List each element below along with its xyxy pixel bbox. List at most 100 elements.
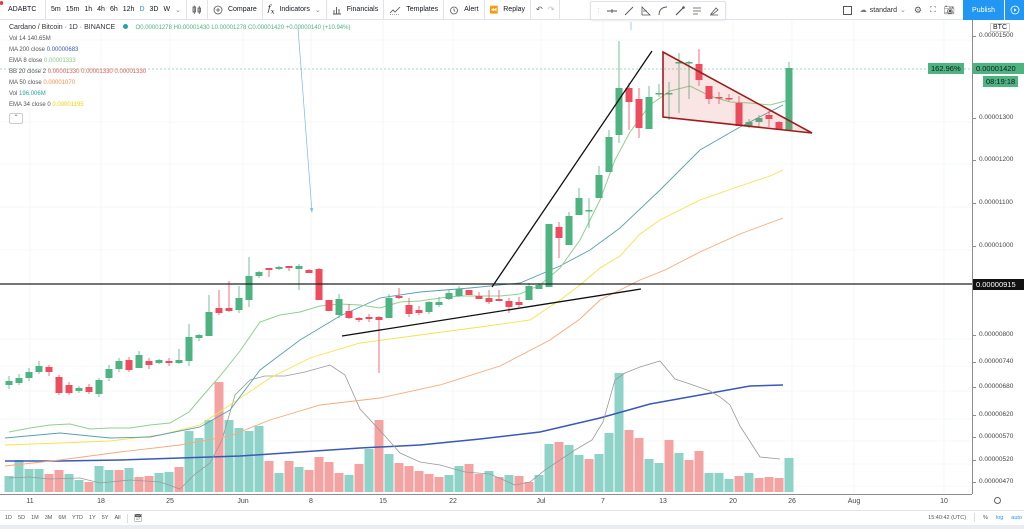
financials-button[interactable]: Financials xyxy=(327,0,385,19)
time-axis[interactable]: 11 18 25 Jun 8 15 22 Jul 7 13 20 26 Aug 10 xyxy=(0,494,972,510)
compare-label: Compare xyxy=(227,6,257,13)
last-pct-badge: 162.96% xyxy=(928,63,964,74)
fullscreen-icon[interactable]: ⛶ xyxy=(929,5,936,14)
volume-bar xyxy=(274,473,284,492)
indicator-name: Vol 14 xyxy=(9,36,28,42)
legend-row[interactable]: Vol 14 140.65M xyxy=(9,34,350,45)
legend-row[interactable]: BB 20 close 2 0.00001330 0.00001330 0.00… xyxy=(9,67,350,78)
candle xyxy=(335,299,343,315)
range-1Y[interactable]: 1Y xyxy=(88,515,96,521)
candle xyxy=(525,286,533,300)
interval-selector: 5m 15m 1h 4h 6h 12h D 3D W ⌄ xyxy=(46,0,187,19)
range-3M[interactable]: 3M xyxy=(44,515,53,521)
play-icon[interactable] xyxy=(1004,0,1024,20)
percent-toggle[interactable]: % xyxy=(983,514,988,521)
interval-D[interactable]: D xyxy=(139,6,145,13)
fullscreen-checkbox-icon[interactable] xyxy=(842,5,852,15)
indicator-value: 0.00001070 xyxy=(43,80,76,86)
chevron-down-icon[interactable]: ⌄ xyxy=(175,6,181,14)
layout-selector[interactable]: ☁ standard ⌄ xyxy=(860,6,906,15)
range-1D[interactable]: 1D xyxy=(5,515,13,521)
replay-button[interactable]: ⏪ Replay xyxy=(485,0,532,19)
volume-bar xyxy=(394,463,404,492)
price-chart[interactable] xyxy=(0,20,972,494)
horizontal-ray-icon[interactable] xyxy=(605,4,619,18)
candle xyxy=(685,62,693,64)
volume-bar xyxy=(14,460,24,492)
indicator-name: BB 20 close 2 xyxy=(9,69,48,75)
annotation-arrow xyxy=(297,27,313,213)
candle xyxy=(195,335,203,338)
auto-toggle[interactable]: auto xyxy=(1011,514,1022,521)
volume-bar xyxy=(464,464,474,492)
symbol-search[interactable]: ADABTC xyxy=(0,0,46,19)
legend-row[interactable]: MA 50 close 0.00001070 xyxy=(9,78,350,89)
publish-button[interactable]: Publish xyxy=(963,0,1004,20)
candle xyxy=(295,266,303,269)
interval-3D[interactable]: 3D xyxy=(149,6,159,13)
price-axis[interactable]: BTC 0.00001500 0.00001300 0.00001200 0.0000… xyxy=(972,20,1024,494)
candle xyxy=(265,268,273,270)
interval-5m[interactable]: 5m xyxy=(51,6,61,13)
interval-15m[interactable]: 15m xyxy=(65,6,80,13)
alert-button[interactable]: Alert xyxy=(444,0,485,19)
price-tick: 0.00001500 xyxy=(972,32,1014,39)
range-5D[interactable]: 5D xyxy=(18,515,26,521)
interval-6h[interactable]: 6h xyxy=(109,6,118,13)
curve-tool-icon[interactable] xyxy=(656,4,670,18)
candle xyxy=(715,97,723,99)
ohlc-high: H0.00001430 xyxy=(173,25,210,31)
price-tick: 0.00000740 xyxy=(972,358,1014,365)
volume-bar xyxy=(744,473,754,492)
fib-tool-icon[interactable] xyxy=(639,4,653,18)
chart-type-button[interactable] xyxy=(187,0,208,19)
legend-row[interactable]: Vol 196.006M xyxy=(9,89,350,100)
templates-button[interactable]: Templates xyxy=(384,0,445,19)
volume-bar xyxy=(214,382,224,492)
candle xyxy=(565,216,573,245)
compare-button[interactable]: Compare xyxy=(208,0,263,19)
eraser-icon[interactable] xyxy=(707,4,721,18)
camera-icon[interactable]: 📷︎ xyxy=(943,4,956,15)
indicators-button[interactable]: fx Indicators ⌄ xyxy=(263,0,327,19)
interval-1h[interactable]: 1h xyxy=(84,6,93,13)
time-tick: Aug xyxy=(847,498,861,505)
interval-W[interactable]: W xyxy=(163,6,171,13)
axis-settings-icon[interactable] xyxy=(994,497,1001,504)
candle xyxy=(65,385,73,393)
volume-bar xyxy=(74,480,84,492)
undo-icon[interactable]: ↶ xyxy=(536,5,543,14)
range-6M[interactable]: 6M xyxy=(58,515,66,521)
gear-icon[interactable]: ⚙ xyxy=(913,4,922,15)
legend-row[interactable]: MA 200 close 0.00000683 xyxy=(9,45,350,56)
candle xyxy=(355,318,363,320)
volume-bar xyxy=(104,470,114,492)
candle xyxy=(435,302,443,305)
log-toggle[interactable]: log xyxy=(995,514,1004,521)
volume-bar xyxy=(554,442,564,492)
volume-bar xyxy=(24,469,34,492)
range-All[interactable]: All xyxy=(114,515,121,521)
text-lines-icon[interactable] xyxy=(690,4,704,18)
range-5Y[interactable]: 5Y xyxy=(101,515,109,521)
time-tick: 15 xyxy=(379,498,387,505)
range-1M[interactable]: 1M xyxy=(31,515,39,521)
collapse-legend-button[interactable]: ⌃ xyxy=(9,113,23,124)
candle xyxy=(765,115,773,119)
legend-row[interactable]: EMA 8 close 0.00001333 xyxy=(9,56,350,67)
indicator-value: 0.00001195 xyxy=(52,102,84,108)
redo-icon[interactable]: ↷ xyxy=(547,5,555,14)
hline-price-badge: 0.00000915 xyxy=(973,279,1024,290)
replay-label: Replay xyxy=(503,6,526,13)
brush-icon[interactable] xyxy=(673,4,687,18)
goto-date-icon[interactable]: 📅︎ xyxy=(133,515,143,522)
range-YTD[interactable]: YTD xyxy=(71,515,83,521)
interval-4h[interactable]: 4h xyxy=(97,6,105,13)
interval-12h[interactable]: 12h xyxy=(122,6,135,13)
volume-bar xyxy=(734,476,744,492)
utc-clock[interactable]: 15:40:42 (UTC) xyxy=(928,514,967,521)
drag-handle-icon[interactable]: ⋮ xyxy=(595,7,602,15)
trend-line-icon[interactable] xyxy=(622,4,636,18)
legend-row[interactable]: EMA 34 close 0 0.00001195 xyxy=(9,100,350,111)
price-tick: 0.00000800 xyxy=(972,331,1014,338)
